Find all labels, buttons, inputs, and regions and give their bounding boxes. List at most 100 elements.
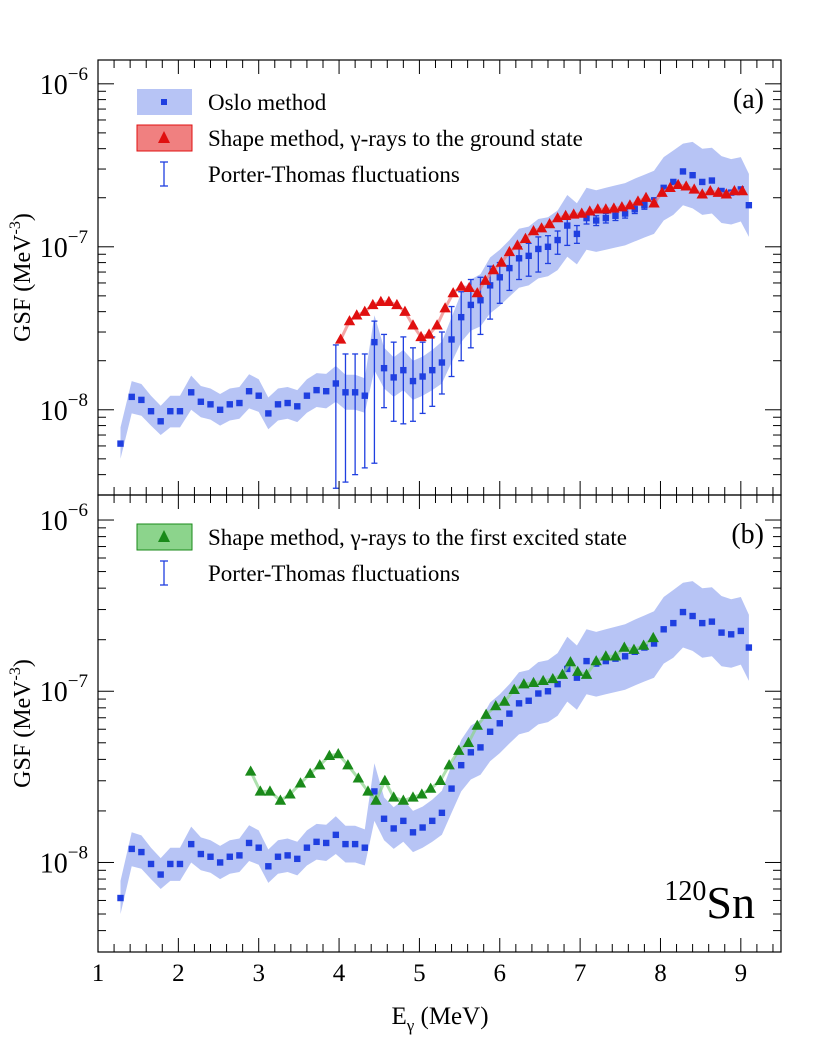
oslo-point bbox=[419, 373, 426, 380]
y-tick-label: 10−7 bbox=[40, 671, 88, 708]
oslo-point bbox=[486, 728, 494, 735]
oslo-point bbox=[679, 608, 687, 616]
oslo-point bbox=[128, 845, 135, 853]
oslo-point bbox=[737, 627, 745, 635]
oslo-point bbox=[506, 710, 513, 717]
oslo-point bbox=[429, 817, 436, 825]
shape-point bbox=[439, 302, 451, 313]
y-tick-exponent: −8 bbox=[68, 390, 88, 411]
oslo-point bbox=[157, 871, 164, 878]
oslo-point bbox=[371, 788, 378, 795]
shape-series bbox=[244, 631, 659, 805]
oslo-point bbox=[176, 408, 184, 415]
oslo-point bbox=[409, 377, 417, 385]
oslo-uncertainty-band bbox=[120, 141, 749, 459]
oslo-point bbox=[157, 418, 164, 425]
shape-point bbox=[498, 695, 511, 706]
oslo-point bbox=[351, 389, 359, 396]
oslo-point bbox=[602, 657, 610, 665]
oslo-point bbox=[525, 697, 532, 704]
oslo-point bbox=[670, 619, 677, 627]
oslo-point bbox=[176, 860, 184, 868]
legend: Shape method, γ-rays to the first excite… bbox=[136, 523, 627, 586]
oslo-point bbox=[216, 406, 224, 413]
y-tick-base: 10 bbox=[40, 233, 68, 264]
oslo-point bbox=[718, 187, 725, 195]
oslo-point bbox=[400, 817, 407, 825]
oslo-point bbox=[245, 388, 253, 395]
y-axis-label-close: ) bbox=[10, 659, 36, 667]
oslo-point bbox=[612, 212, 619, 219]
oslo-point bbox=[216, 859, 224, 866]
oslo-point bbox=[448, 785, 455, 792]
shape-point bbox=[407, 319, 419, 330]
shape-point bbox=[447, 287, 459, 298]
x-tick-label: 1 bbox=[92, 960, 105, 987]
shape-point bbox=[618, 641, 631, 652]
oslo-point bbox=[621, 653, 629, 660]
shape-point bbox=[590, 655, 602, 666]
shape-point bbox=[519, 232, 532, 243]
legend-entry: Porter-Thomas fluctuations bbox=[160, 560, 460, 586]
oslo-point bbox=[274, 401, 282, 408]
oslo-point bbox=[699, 178, 706, 186]
x-tick-label: 3 bbox=[252, 960, 265, 987]
shape-point bbox=[609, 650, 622, 661]
oslo-point bbox=[573, 230, 581, 238]
oslo-point bbox=[332, 380, 340, 387]
shape-point bbox=[508, 683, 520, 694]
y-tick-base: 10 bbox=[40, 848, 68, 879]
oslo-point bbox=[745, 201, 753, 209]
oslo-point bbox=[457, 761, 465, 769]
shape-point bbox=[490, 700, 502, 711]
shape-point bbox=[304, 767, 316, 778]
y-tick-exponent: −7 bbox=[68, 671, 88, 692]
shape-point bbox=[543, 218, 556, 229]
oslo-point bbox=[602, 214, 610, 222]
oslo-point bbox=[226, 853, 233, 860]
shape-point bbox=[479, 274, 492, 285]
oslo-point bbox=[689, 171, 696, 179]
y-tick-base: 10 bbox=[40, 677, 68, 708]
oslo-point bbox=[138, 396, 145, 404]
shape-point bbox=[453, 744, 465, 755]
shape-point bbox=[600, 203, 612, 214]
shape-point bbox=[580, 668, 593, 679]
legend-triangle-marker bbox=[158, 131, 170, 143]
oslo-point bbox=[303, 844, 311, 851]
oslo-point bbox=[236, 399, 243, 407]
y-tick-exponent: −6 bbox=[68, 500, 88, 521]
shape-point bbox=[672, 178, 684, 190]
shape-point bbox=[352, 772, 365, 783]
shape-point bbox=[564, 656, 577, 667]
shape-point bbox=[254, 785, 267, 796]
oslo-point bbox=[294, 855, 301, 863]
y-axis-label: GSF (MeV-3) bbox=[7, 659, 36, 788]
oslo-point bbox=[371, 338, 378, 346]
oslo-point bbox=[699, 619, 706, 627]
shape-point bbox=[359, 305, 371, 316]
oslo-point bbox=[438, 809, 446, 817]
x-tick-label: 8 bbox=[654, 960, 667, 987]
oslo-point bbox=[197, 398, 205, 405]
legend-entry: Shape method, γ-rays to the first excite… bbox=[136, 523, 627, 551]
oslo-point bbox=[128, 393, 135, 401]
oslo-point bbox=[351, 840, 359, 848]
panel-label: (b) bbox=[731, 519, 764, 550]
oslo-point bbox=[390, 374, 397, 381]
shape-point bbox=[471, 287, 483, 298]
shape-point bbox=[527, 676, 540, 688]
oslo-point bbox=[255, 392, 262, 399]
shape-point bbox=[495, 256, 508, 267]
shape-point bbox=[592, 203, 604, 214]
oslo-point bbox=[554, 680, 561, 688]
oslo-point bbox=[670, 178, 677, 186]
oslo-point bbox=[515, 700, 523, 707]
x-ticks bbox=[97, 60, 774, 495]
oslo-point bbox=[284, 399, 291, 407]
shape-point bbox=[314, 759, 326, 770]
shape-point bbox=[712, 186, 725, 197]
y-tick-label: 10−7 bbox=[40, 227, 88, 264]
nucleus-mass-number: 120 bbox=[664, 876, 706, 907]
